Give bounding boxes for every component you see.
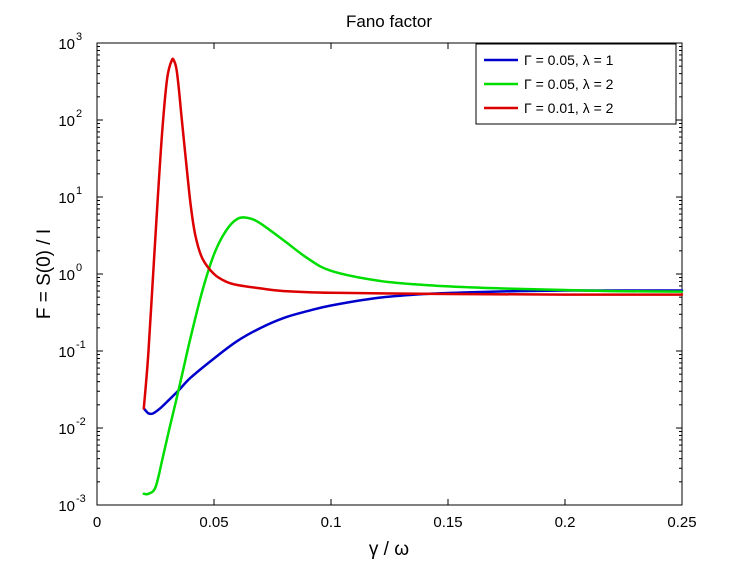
y-tick-label-exponent: -2 (76, 416, 86, 428)
series-line-2 (142, 216, 684, 496)
y-tick-label-base: 10 (58, 421, 75, 438)
y-tick-label-base: 10 (58, 344, 75, 361)
x-tick-label: 0.05 (199, 514, 228, 531)
chart-title: Fano factor (346, 12, 432, 31)
y-tick-label-base: 10 (58, 190, 75, 207)
x-tick-label: 0.1 (321, 514, 342, 531)
y-tick-label-base: 10 (58, 113, 75, 130)
legend-entry-label: Γ = 0.01, λ = 2 (524, 100, 614, 116)
legend-entry-label: Γ = 0.05, λ = 2 (524, 76, 614, 92)
y-tick-label-exponent: -3 (76, 493, 86, 505)
y-tick-label-exponent: 1 (76, 185, 82, 197)
y-axis-label: F = S(0) / I (34, 229, 55, 319)
y-tick-label-exponent: -1 (76, 339, 86, 351)
x-axis-label: γ / ω (369, 539, 409, 560)
y-tick-label-base: 10 (58, 498, 75, 515)
legend-entry-label: Γ = 0.05, λ = 1 (524, 52, 614, 68)
series-line-3 (142, 57, 684, 410)
legend: Γ = 0.05, λ = 1 Γ = 0.05, λ = 2 Γ = 0.01, … (475, 43, 677, 125)
x-tick-label: 0 (93, 514, 101, 531)
x-tick-label: 0.2 (555, 514, 576, 531)
y-tick-label-base: 10 (58, 36, 75, 53)
legend-box (475, 43, 677, 125)
series-line-1 (142, 289, 684, 416)
y-tick-label-base: 10 (58, 267, 75, 284)
y-tick-label-exponent: 0 (76, 262, 82, 274)
x-tick-label: 0.25 (667, 514, 696, 531)
series-lines (142, 57, 684, 496)
x-tick-label: 0.15 (433, 514, 462, 531)
y-tick-label-exponent: 3 (76, 31, 82, 43)
y-tick-label-exponent: 2 (76, 108, 82, 120)
